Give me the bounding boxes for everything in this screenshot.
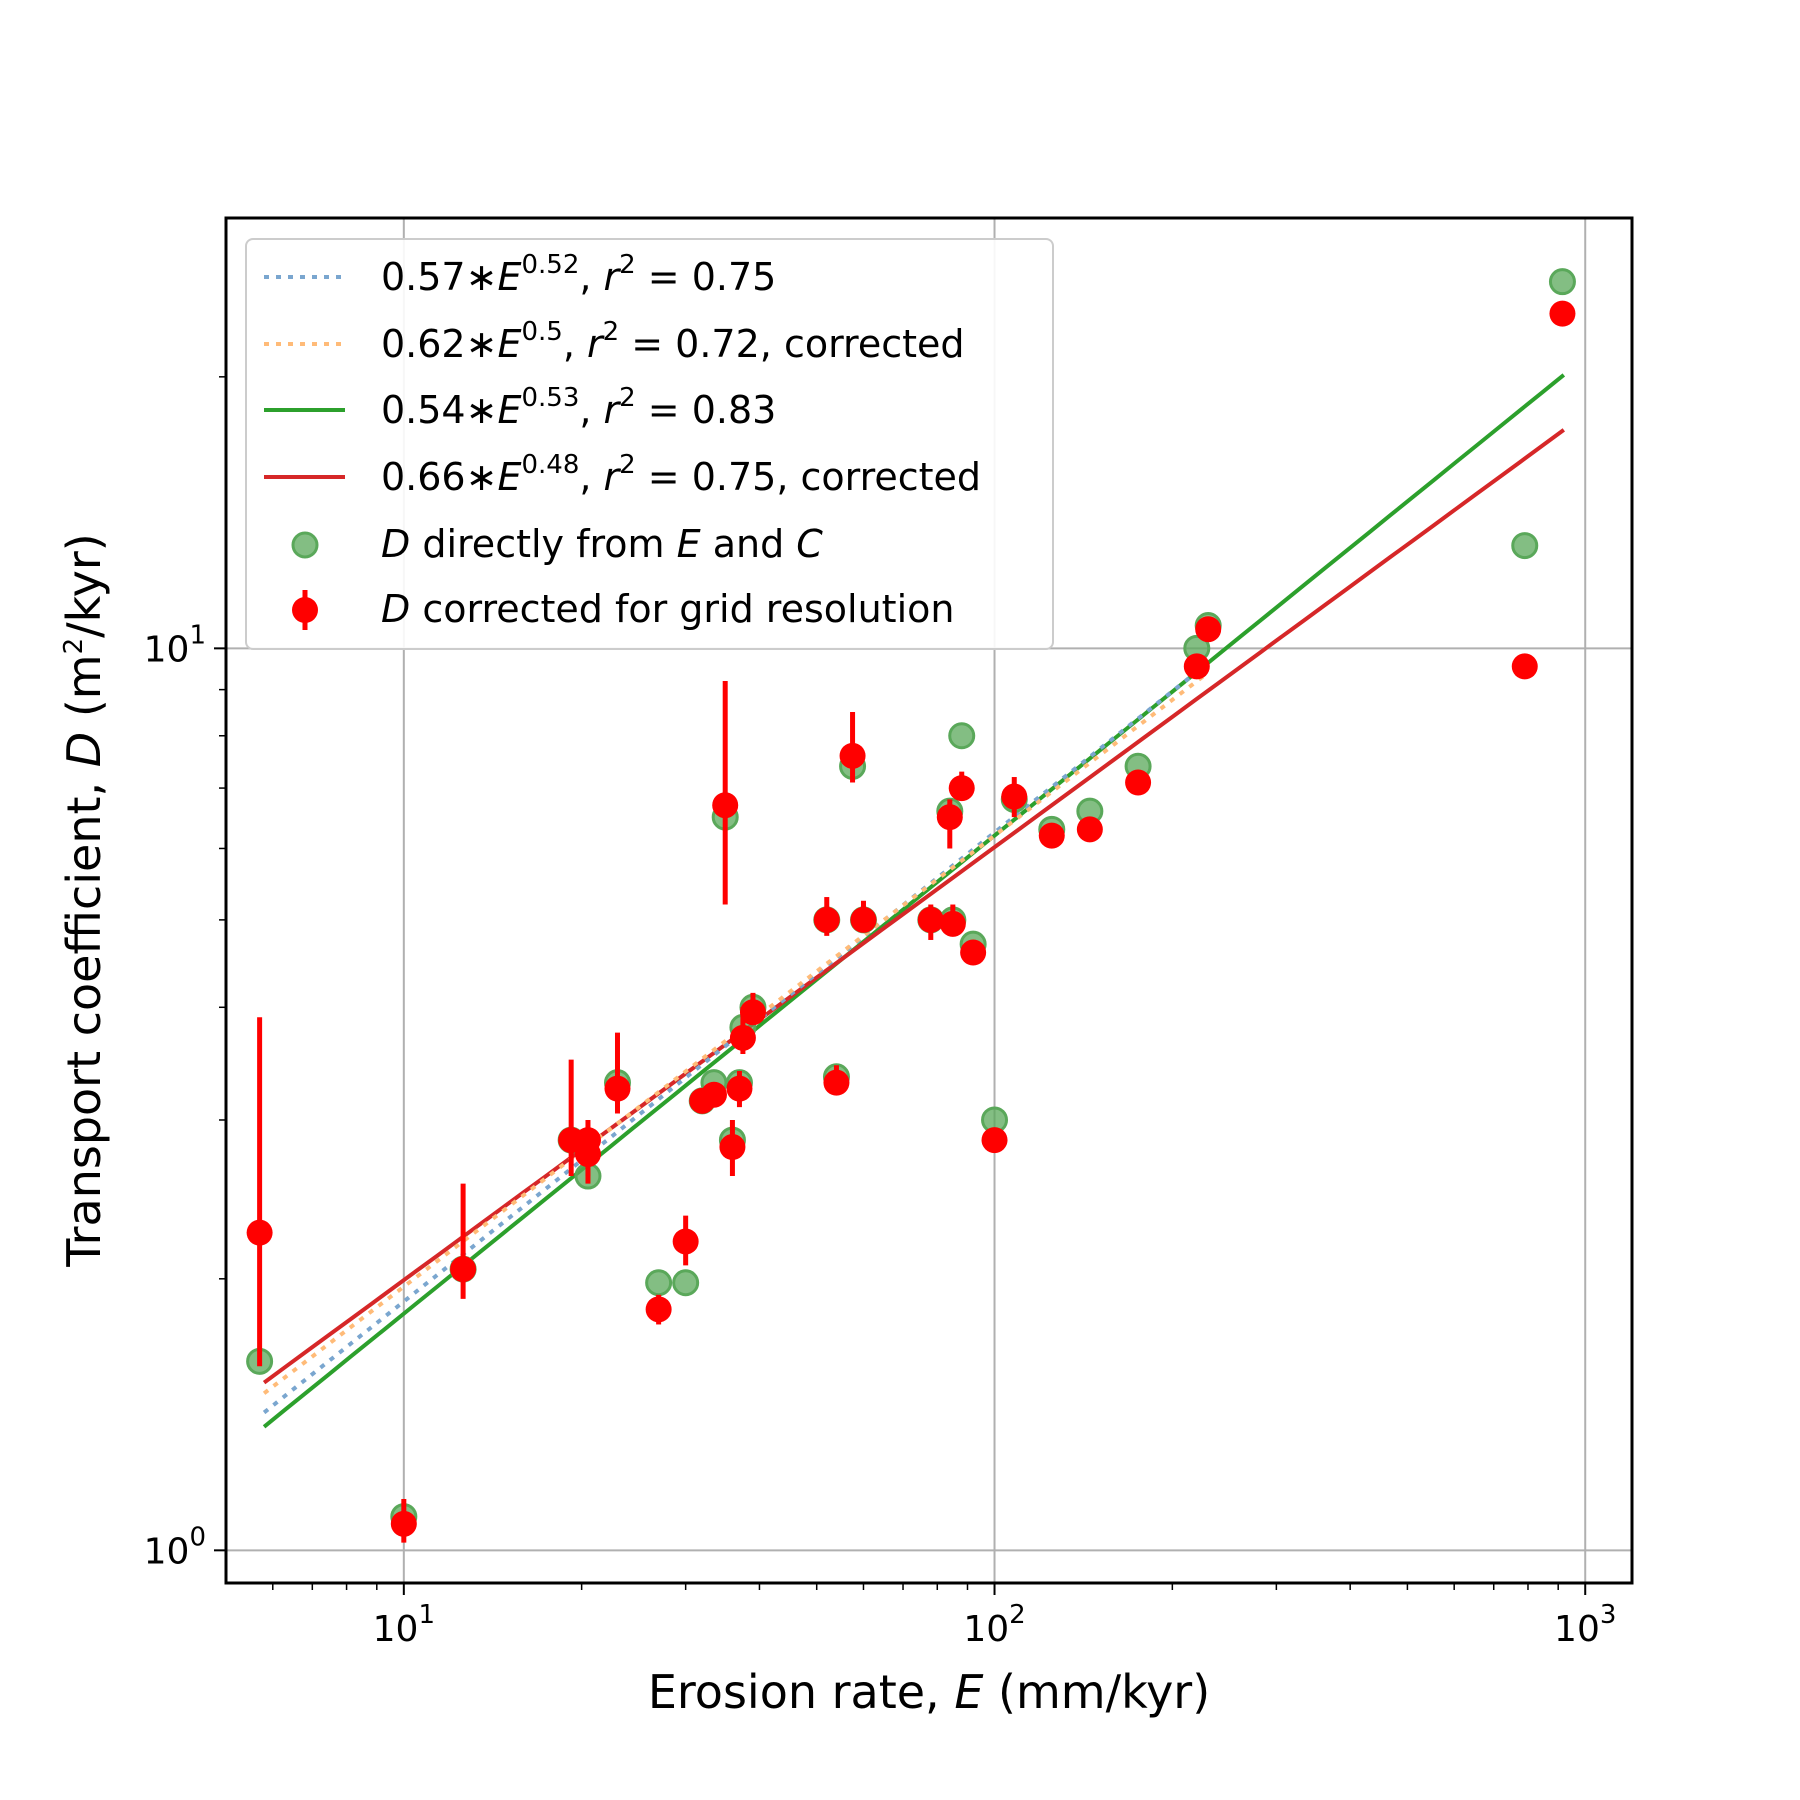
green-point-32 <box>1548 268 1576 296</box>
red-point-27 <box>1038 822 1065 849</box>
red-point-32 <box>1511 653 1538 680</box>
red-point-8 <box>672 1228 699 1255</box>
red-point-13 <box>726 1075 753 1102</box>
red-point-0 <box>246 1219 273 1246</box>
red-point-12 <box>719 1134 746 1161</box>
legend: 0.57∗E0.52, r2 = 0.75 0.62∗E0.5, r2 = 0.… <box>245 238 1054 650</box>
green-point-22 <box>948 722 976 750</box>
red-point-5 <box>574 1141 601 1168</box>
legend-label-green: D directly from E and C <box>381 522 823 566</box>
red-point-21 <box>936 804 963 831</box>
x-axis-label: Erosion rate, E (mm/kyr) <box>648 1665 1210 1719</box>
red-point-31 <box>1195 616 1222 643</box>
green-point-6 <box>645 1269 673 1297</box>
red-point-18 <box>839 742 866 769</box>
legend-label-fit-3: 0.54∗E0.53, r2 = 0.83 <box>381 383 776 432</box>
legend-label-fit-4: 0.66∗E0.48, r2 = 0.75, corrected <box>381 450 981 499</box>
legend-marker-red <box>292 597 318 623</box>
red-point-28 <box>1076 816 1103 843</box>
red-point-25 <box>981 1127 1008 1154</box>
red-point-10 <box>700 1081 727 1108</box>
red-point-20 <box>917 906 944 933</box>
y-tick-label-1: 101 <box>144 620 206 670</box>
y-axis-label: Transport coefficient, D (m2/kyr) <box>57 533 111 1267</box>
legend-box <box>245 238 1054 650</box>
red-point-16 <box>813 906 840 933</box>
tick-labels: 101 102 103 100 101 <box>144 620 1617 1650</box>
red-point-26 <box>1001 783 1028 810</box>
red-point-23 <box>948 775 975 802</box>
y-tick-label-0: 100 <box>144 1522 206 1572</box>
red-point-30 <box>1183 653 1210 680</box>
red-point-29 <box>1125 769 1152 796</box>
x-tick-label-0: 101 <box>373 1600 435 1650</box>
green-point-7 <box>672 1269 700 1297</box>
red-point-7 <box>645 1296 672 1323</box>
legend-label-fit-1: 0.57∗E0.52, r2 = 0.75 <box>381 250 776 299</box>
x-tick-label-1: 102 <box>963 1600 1025 1650</box>
red-point-6 <box>604 1075 631 1102</box>
red-point-22 <box>939 910 966 937</box>
red-point-11 <box>712 792 739 819</box>
legend-label-fit-2: 0.62∗E0.5, r2 = 0.72, corrected <box>381 317 965 366</box>
red-point-17 <box>823 1069 850 1096</box>
x-tick-label-2: 103 <box>1554 1600 1616 1650</box>
red-point-24 <box>960 939 987 966</box>
major-ticks <box>214 647 1587 1595</box>
red-point-19 <box>850 906 877 933</box>
red-point-15 <box>739 999 766 1026</box>
green-point-31 <box>1511 532 1539 560</box>
red-point-14 <box>729 1024 756 1051</box>
red-points <box>246 300 1576 1543</box>
red-point-1 <box>390 1510 417 1537</box>
plot-frame <box>224 216 1634 1585</box>
red-point-2 <box>450 1256 477 1283</box>
red-point-33 <box>1549 300 1576 327</box>
fit-line-3 <box>262 373 1566 1429</box>
fit-line-4 <box>262 428 1565 1385</box>
legend-label-red: D corrected for grid resolution <box>381 587 954 631</box>
legend-marker-green <box>291 531 319 559</box>
